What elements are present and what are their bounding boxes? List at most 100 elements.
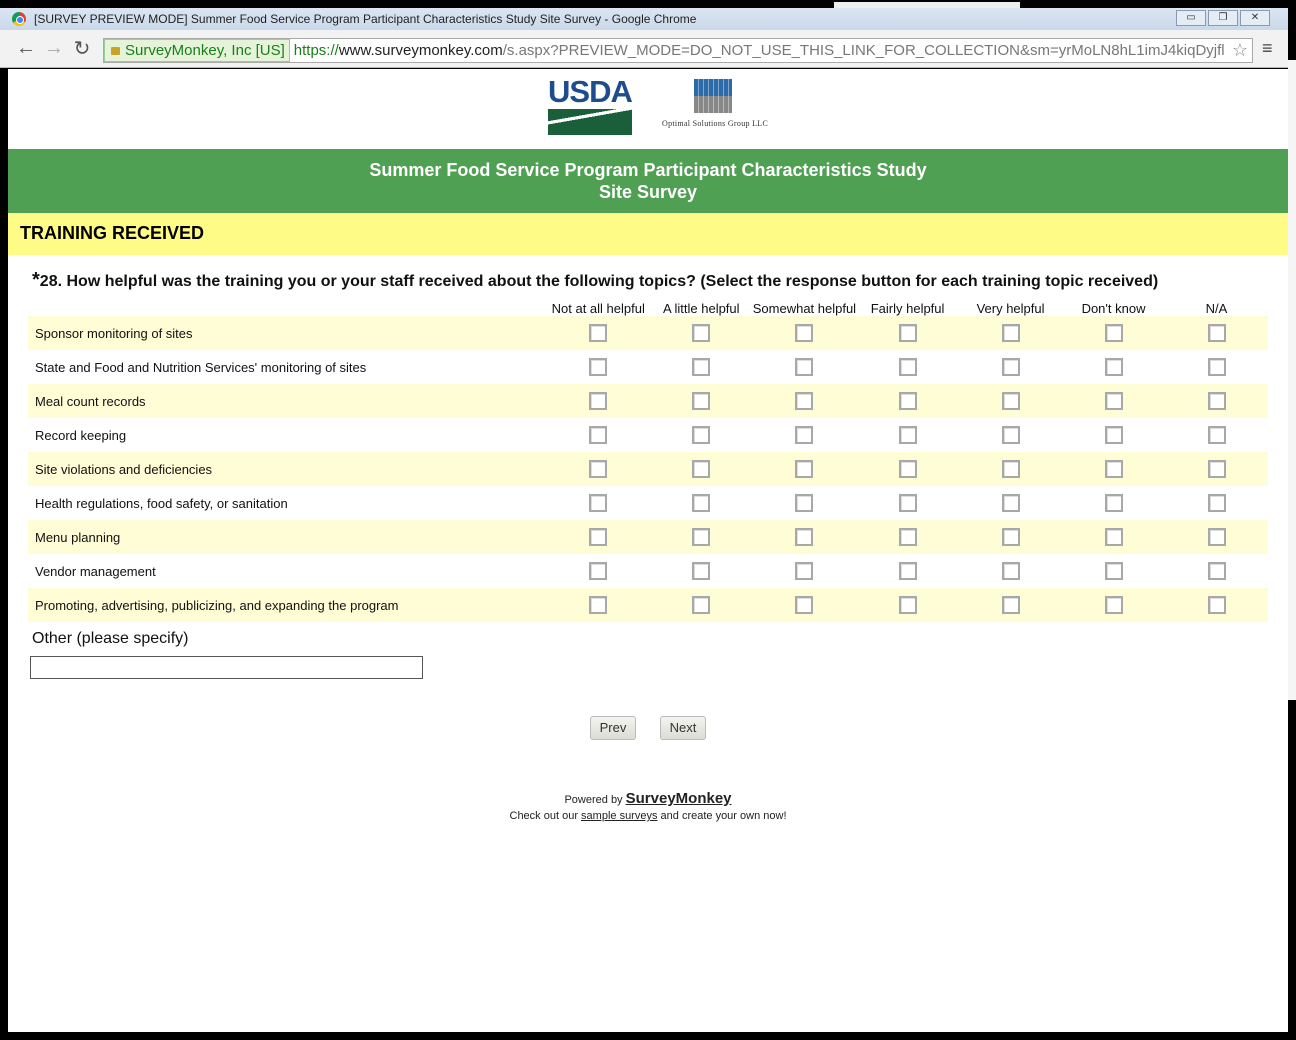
matrix-row: Menu planning (28, 520, 1268, 554)
response-checkbox[interactable] (898, 460, 917, 478)
response-checkbox[interactable] (795, 562, 814, 580)
response-cell (856, 520, 960, 554)
forward-icon[interactable]: → (44, 37, 64, 59)
response-checkbox[interactable] (692, 528, 711, 546)
response-checkbox[interactable] (898, 324, 917, 342)
response-cell (959, 384, 1063, 418)
response-checkbox[interactable] (1104, 528, 1123, 546)
sample-surveys-link[interactable]: sample surveys (581, 810, 658, 822)
title-bar: [SURVEY PREVIEW MODE] Summer Food Servic… (0, 8, 1288, 30)
response-checkbox[interactable] (1207, 358, 1226, 376)
address-bar[interactable]: SurveyMonkey, Inc [US] https://www.surve… (103, 38, 1253, 63)
column-header: Not at all helpful (551, 301, 645, 316)
row-label: Health regulations, food safety, or sani… (35, 495, 288, 511)
response-checkbox[interactable] (1104, 562, 1123, 580)
response-checkbox[interactable] (692, 562, 711, 580)
column-header: N/A (1205, 301, 1228, 316)
response-cell (1165, 588, 1268, 622)
response-checkbox[interactable] (898, 426, 917, 444)
close-button[interactable]: ✕ (1240, 10, 1270, 26)
response-checkbox[interactable] (795, 460, 814, 478)
response-checkbox[interactable] (1104, 460, 1123, 478)
response-checkbox[interactable] (898, 392, 917, 410)
response-checkbox[interactable] (1207, 494, 1226, 512)
ev-certificate-badge[interactable]: SurveyMonkey, Inc [US] (104, 39, 290, 62)
response-checkbox[interactable] (692, 324, 711, 342)
response-checkbox[interactable] (898, 596, 917, 614)
response-checkbox[interactable] (1104, 596, 1123, 614)
response-checkbox[interactable] (589, 494, 608, 512)
response-checkbox[interactable] (589, 426, 608, 444)
response-checkbox[interactable] (898, 358, 917, 376)
response-checkbox[interactable] (1207, 426, 1226, 444)
response-checkbox[interactable] (589, 562, 608, 580)
bookmark-star-icon[interactable]: ☆ (1231, 40, 1248, 60)
response-checkbox[interactable] (692, 460, 711, 478)
response-checkbox[interactable] (589, 528, 608, 546)
response-checkbox[interactable] (692, 392, 711, 410)
response-checkbox[interactable] (898, 494, 917, 512)
response-checkbox[interactable] (1104, 358, 1123, 376)
response-checkbox[interactable] (795, 494, 814, 512)
response-checkbox[interactable] (589, 596, 608, 614)
response-checkbox[interactable] (692, 596, 711, 614)
response-checkbox[interactable] (692, 358, 711, 376)
other-label: Other (please specify) (32, 630, 189, 647)
response-checkbox[interactable] (1001, 528, 1020, 546)
response-checkbox[interactable] (1104, 324, 1123, 342)
response-checkbox[interactable] (1207, 528, 1226, 546)
prev-button[interactable]: Prev (590, 716, 636, 740)
menu-icon[interactable]: ≡ (1262, 38, 1273, 58)
response-cell (856, 384, 960, 418)
response-cell (856, 588, 960, 622)
response-checkbox[interactable] (795, 324, 814, 342)
response-checkbox[interactable] (1207, 460, 1226, 478)
response-checkbox[interactable] (589, 324, 608, 342)
response-checkbox[interactable] (1001, 596, 1020, 614)
column-header: Don't know (1081, 301, 1146, 316)
other-specify-input[interactable] (30, 656, 423, 679)
response-checkbox[interactable] (1001, 392, 1020, 410)
response-cell (752, 588, 857, 622)
response-checkbox[interactable] (1001, 358, 1020, 376)
url-host: www.surveymonkey.com (338, 42, 503, 59)
response-cell (753, 418, 856, 452)
response-checkbox[interactable] (1001, 460, 1020, 478)
response-cell (1165, 486, 1268, 520)
response-checkbox[interactable] (898, 528, 917, 546)
response-checkbox[interactable] (795, 426, 814, 444)
response-cell (649, 588, 753, 622)
response-checkbox[interactable] (1104, 494, 1123, 512)
response-checkbox[interactable] (1001, 562, 1020, 580)
back-icon[interactable]: ← (16, 37, 36, 59)
response-checkbox[interactable] (1001, 324, 1020, 342)
response-checkbox[interactable] (1207, 324, 1226, 342)
response-checkbox[interactable] (1001, 426, 1020, 444)
minimize-button[interactable]: ▭ (1176, 10, 1206, 26)
response-checkbox[interactable] (589, 460, 608, 478)
reload-icon[interactable]: ↻ (73, 38, 91, 60)
next-button[interactable]: Next (660, 716, 706, 740)
response-checkbox[interactable] (898, 562, 917, 580)
response-cell (856, 418, 959, 452)
response-checkbox[interactable] (795, 596, 814, 614)
response-checkbox[interactable] (1001, 494, 1020, 512)
response-checkbox[interactable] (692, 426, 711, 444)
response-checkbox[interactable] (1104, 392, 1123, 410)
restore-button[interactable]: ❐ (1208, 10, 1238, 26)
surveymonkey-link[interactable]: SurveyMonkey (625, 790, 732, 807)
response-checkbox[interactable] (1207, 562, 1226, 580)
response-checkbox[interactable] (1207, 392, 1226, 410)
response-checkbox[interactable] (1207, 596, 1226, 614)
response-checkbox[interactable] (795, 392, 814, 410)
response-checkbox[interactable] (795, 528, 814, 546)
response-cell (753, 486, 856, 520)
response-checkbox[interactable] (692, 494, 711, 512)
column-header: Very helpful (976, 301, 1045, 316)
response-cell (753, 350, 856, 384)
response-checkbox[interactable] (795, 358, 814, 376)
response-checkbox[interactable] (589, 392, 608, 410)
response-checkbox[interactable] (1104, 426, 1123, 444)
response-checkbox[interactable] (589, 358, 608, 376)
url-path: /s.aspx?PREVIEW_MODE=DO_NOT_USE_THIS_LIN… (502, 42, 1225, 59)
